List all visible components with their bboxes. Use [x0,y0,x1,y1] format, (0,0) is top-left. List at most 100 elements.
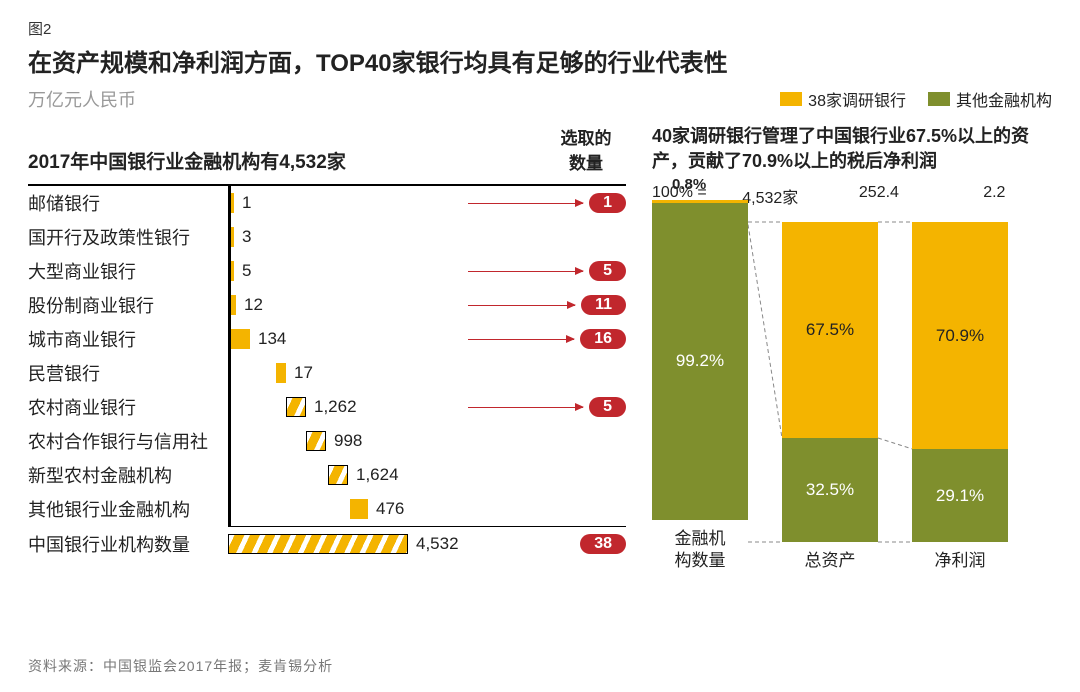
bar-value: 1,624 [356,465,399,485]
row-label: 国开行及政策性银行 [28,224,228,250]
legend-label-a: 38家调研银行 [808,87,906,111]
stack-label: 金融机构数量 [675,528,726,572]
right-title: 40家调研银行管理了中国银行业67.5%以上的资产，贡献了70.9%以上的税后净… [652,124,1052,174]
row-label: 农村商业银行 [28,394,228,420]
bar-area: 4,532 [228,527,468,561]
category-row: 国开行及政策性银行 3 [28,220,626,254]
bar-value: 12 [244,295,263,315]
bar-area: 5 [228,254,468,288]
legend-swatch-b [928,92,950,106]
segment-bottom: 99.2% [652,203,748,520]
bar-area: 3 [228,220,468,254]
stacked-bar: 70.9%29.1% [912,222,1008,542]
selected-pill: 1 [589,193,626,213]
bar [228,329,250,349]
arrow-line [468,203,583,204]
bar-area: 134 [228,322,468,356]
selected-pill: 38 [580,534,626,554]
category-row: 民营银行 17 [28,356,626,390]
bar-value: 476 [376,499,404,519]
stack-column: 0.8%99.2% 金融机构数量 [652,190,748,572]
row-label: 民营银行 [28,360,228,386]
segment-top: 70.9% [912,222,1008,449]
segment-top: 67.5% [782,222,878,438]
bar-area: 1,624 [228,458,468,492]
category-row: 新型农村金融机构 1,624 [28,458,626,492]
bar-area: 17 [228,356,468,390]
row-label: 股份制商业银行 [28,292,228,318]
stack-column: 70.9%29.1% 净利润 [912,212,1008,572]
selected-pill: 11 [581,295,626,315]
arrow-line [468,305,575,306]
chart-title: 在资产规模和净利润方面，TOP40家银行均具有足够的行业代表性 [28,43,1052,78]
figure-label: 图2 [28,18,1052,39]
arrow-cell: 16 [468,329,626,349]
segment-bottom: 32.5% [782,438,878,542]
bar-value: 3 [242,227,251,247]
row-label: 农村合作银行与信用社 [28,428,228,454]
arrow-cell: 38 [468,534,626,554]
row-label: 其他银行业金融机构 [28,496,228,522]
category-row: 股份制商业银行 12 11 [28,288,626,322]
arrow-line [468,271,583,272]
left-title: 2017年中国银行业金融机构有4,532家 [28,147,546,174]
row-label: 大型商业银行 [28,258,228,284]
stack-label: 总资产 [805,550,856,572]
left-chart: 2017年中国银行业金融机构有4,532家 选取的数量 邮储银行11国开行及政策… [28,124,626,572]
total-row: 中国银行业机构数量 4,532 38 [28,527,626,561]
arrow-line [468,407,583,408]
bar-area: 998 [228,424,468,458]
category-row: 邮储银行 1 1 [28,186,626,220]
stack-column: 67.5%32.5% 总资产 [782,212,878,572]
selected-pill: 5 [589,261,626,281]
selected-pill: 16 [580,329,626,349]
column-head: 2.2 [937,184,1052,208]
legend-swatch-a [780,92,802,106]
bar [306,431,326,451]
legend-label-b: 其他金融机构 [956,87,1052,111]
legend: 38家调研银行 其他金融机构 [780,87,1052,111]
arrow-cell: 11 [468,295,626,315]
bar [286,397,306,417]
bar-area: 1,262 [228,390,468,424]
category-row: 农村商业银行 1,262 5 [28,390,626,424]
selected-pill: 5 [589,397,626,417]
arrow-cell: 1 [468,193,626,213]
row-label: 邮储银行 [28,190,228,216]
arrow-cell: 5 [468,397,626,417]
stack-label: 净利润 [935,550,986,572]
bar-value: 4,532 [416,534,459,554]
category-row: 农村合作银行与信用社 998 [28,424,626,458]
bar [350,499,368,519]
callout-label: 0.8% [672,176,706,193]
bar-value: 134 [258,329,286,349]
legend-item-a: 38家调研银行 [780,87,906,111]
bar-value: 998 [334,431,362,451]
category-row: 其他银行业金融机构 476 [28,492,626,526]
legend-item-b: 其他金融机构 [928,87,1052,111]
right-chart: 40家调研银行管理了中国银行业67.5%以上的资产，贡献了70.9%以上的税后净… [652,124,1052,572]
source-footer: 资料来源：中国银监会2017年报；麦肯锡分析 [28,656,333,676]
stacked-bar: 0.8%99.2% [652,200,748,520]
category-row: 城市商业银行 134 16 [28,322,626,356]
subtitle-unit: 万亿元人民币 [28,86,136,112]
bar [328,465,348,485]
row-label: 中国银行业机构数量 [28,531,228,557]
arrow-cell: 5 [468,261,626,281]
bar-area: 476 [228,492,468,526]
arrow-line [468,339,574,340]
selected-column-header: 选取的数量 [546,124,626,174]
bar [228,534,408,554]
bar-value: 1,262 [314,397,357,417]
bar-value: 1 [242,193,251,213]
row-label: 城市商业银行 [28,326,228,352]
bar-value: 5 [242,261,251,281]
bar-value: 17 [294,363,313,383]
category-row: 大型商业银行 5 5 [28,254,626,288]
row-label: 新型农村金融机构 [28,462,228,488]
bar-area: 1 [228,186,468,220]
column-head: 252.4 [821,184,936,208]
stacked-bar: 67.5%32.5% [782,222,878,542]
bar [276,363,286,383]
segment-bottom: 29.1% [912,449,1008,542]
